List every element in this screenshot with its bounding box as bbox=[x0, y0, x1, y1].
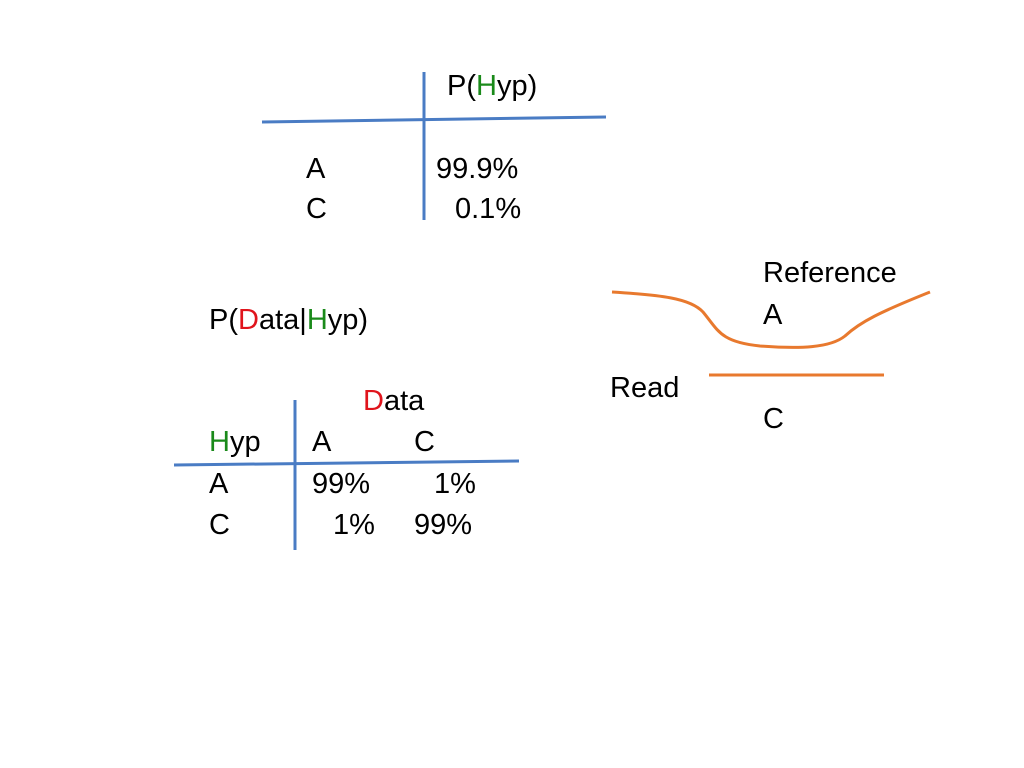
read-label: Read bbox=[610, 372, 680, 404]
data-letter: D bbox=[238, 304, 259, 336]
hyp-letter: H bbox=[476, 70, 497, 102]
reference-sequence-curve bbox=[611, 290, 931, 349]
likelihood-title: P(Data|Hyp) bbox=[209, 304, 369, 336]
prior-value-c: 0.1% bbox=[455, 193, 522, 225]
likelihood-column-group-header: Data bbox=[363, 385, 425, 417]
hyp-letter: H bbox=[306, 304, 328, 336]
likelihood-row-label-a: A bbox=[209, 468, 229, 500]
likelihood-column-a: A bbox=[312, 426, 332, 458]
likelihood-row-header: Hyp bbox=[209, 426, 261, 458]
likelihood-cell-a-a: 99% bbox=[312, 468, 371, 500]
reference-base: A bbox=[763, 299, 783, 331]
likelihood-table-horizontal-rule bbox=[173, 459, 520, 467]
prior-row-label-a: A bbox=[306, 153, 326, 185]
prior-value-a: 99.9% bbox=[436, 153, 519, 185]
likelihood-cell-c-c: 99% bbox=[414, 509, 473, 541]
likelihood-cell-c-a: 1% bbox=[333, 509, 375, 541]
reference-label: Reference bbox=[763, 257, 897, 289]
read-base: C bbox=[763, 403, 784, 435]
likelihood-cell-a-c: 1% bbox=[434, 468, 476, 500]
prior-row-label-c: C bbox=[306, 193, 327, 225]
likelihood-column-c: C bbox=[414, 426, 435, 458]
prior-table-horizontal-rule bbox=[261, 115, 607, 124]
prior-table-header: P(Hyp) bbox=[447, 70, 538, 102]
likelihood-row-label-c: C bbox=[209, 509, 230, 541]
